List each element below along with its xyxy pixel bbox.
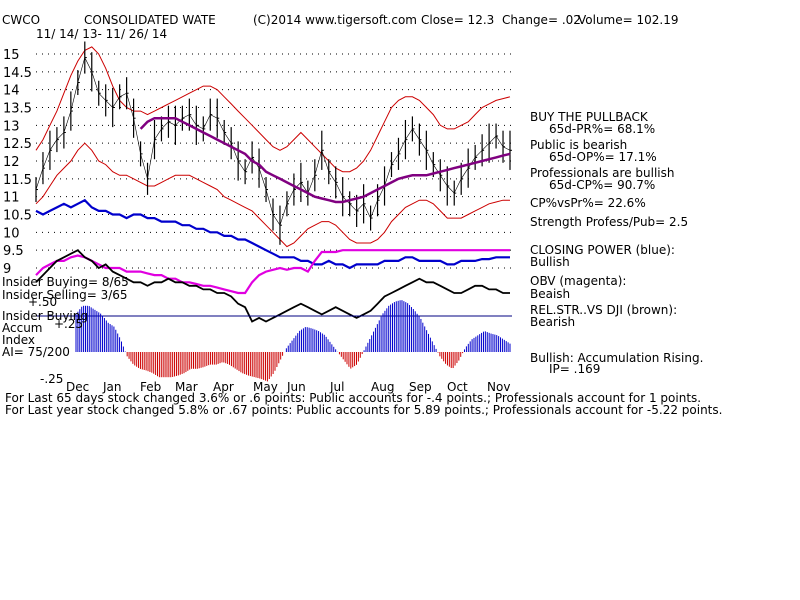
index-label: Index bbox=[2, 333, 35, 347]
month-label: May bbox=[253, 380, 278, 394]
buy-signal-title: BUY THE PULLBACK bbox=[530, 110, 649, 124]
month-label: Jul bbox=[329, 380, 344, 394]
y-tick-label: 14.5 bbox=[3, 66, 32, 81]
change-value: Change= .02 bbox=[502, 13, 581, 27]
month-labels: Dec Jan Feb Mar Apr May Jun Jul Aug Sep Oct Nov bbox=[66, 380, 510, 394]
month-label: Nov bbox=[487, 380, 510, 394]
month-label: Feb bbox=[140, 380, 161, 394]
insider-buying-label: Insider Buying= 8/65 bbox=[2, 275, 129, 289]
bollinger-bands bbox=[35, 46, 511, 248]
relstr-value: Bearish bbox=[530, 315, 575, 329]
y-tick-label: 10 bbox=[3, 226, 20, 241]
price-line bbox=[35, 56, 511, 226]
y-tick-label: 10.5 bbox=[3, 209, 32, 224]
y-tick-label: 12.5 bbox=[3, 137, 32, 152]
footer-line-2: For Last year stock changed 5.8% or .67 … bbox=[5, 403, 722, 417]
month-label: Dec bbox=[66, 380, 89, 394]
month-label: Apr bbox=[213, 380, 234, 394]
accum-tick-050: +.50 bbox=[28, 295, 57, 309]
ip-value: IP= .169 bbox=[549, 362, 600, 376]
accum-tick-025: +.25 bbox=[54, 317, 83, 331]
date-range: 11/ 14/ 13- 11/ 26/ 14 bbox=[36, 27, 167, 41]
accumulation-histogram bbox=[36, 300, 512, 382]
cp-value: 65d-CP%= 90.7% bbox=[549, 178, 655, 192]
footer-line-1: For Last 65 days stock changed 3.6% or .… bbox=[5, 391, 701, 405]
month-label: Jan bbox=[102, 380, 122, 394]
y-axis-labels: 15 14.5 14 13.5 13 12.5 12 11.5 11 10.5 10 9.5 9 bbox=[3, 48, 32, 277]
y-tick-label: 13 bbox=[3, 119, 20, 134]
pros-bullish: Professionals are bullish bbox=[530, 166, 675, 180]
closing-power-value: Bullish bbox=[530, 255, 570, 269]
pr-value: 65d-PR%= 68.1% bbox=[549, 122, 655, 136]
moving-average-line bbox=[139, 116, 511, 204]
y-tick-label: 11.5 bbox=[3, 173, 32, 188]
public-bearish: Public is bearish bbox=[530, 138, 627, 152]
obv-label: OBV (magenta): bbox=[530, 274, 626, 288]
insider-buying-label-2: Insider Buying bbox=[2, 309, 88, 323]
y-tick-label: 11 bbox=[3, 191, 20, 206]
relative-strength-line bbox=[35, 249, 510, 323]
source-credit: (C)2014 www.tigersoft.com bbox=[253, 13, 417, 27]
volume-value: Volume= 102.19 bbox=[578, 13, 679, 27]
insider-selling-label: Insider Selling= 3/65 bbox=[2, 288, 128, 302]
accum-label: Accum bbox=[2, 321, 43, 335]
month-label: Jun bbox=[286, 380, 306, 394]
month-label: Oct bbox=[447, 380, 468, 394]
ticker-symbol: CWCO bbox=[2, 13, 40, 27]
indicator-lines bbox=[35, 41, 512, 323]
y-tick-label: 13.5 bbox=[3, 102, 32, 117]
closing-power-line bbox=[35, 198, 510, 270]
upper-band-line bbox=[35, 46, 511, 173]
strength-value: Strength Profess/Pub= 2.5 bbox=[530, 215, 688, 229]
op-value: 65d-OP%= 17.1% bbox=[549, 150, 657, 164]
month-label: Sep bbox=[409, 380, 432, 394]
y-tick-label: 14 bbox=[3, 84, 20, 99]
lower-band-line bbox=[35, 142, 510, 248]
relstr-label: REL.STR..VS DJI (brown): bbox=[530, 303, 677, 317]
month-label: Mar bbox=[175, 380, 198, 394]
y-tick-label: 9 bbox=[3, 262, 11, 277]
y-tick-label: 9.5 bbox=[3, 244, 24, 259]
accum-tick-neg025: -.25 bbox=[40, 372, 63, 386]
cpvspr-value: CP%vsPr%= 22.6% bbox=[530, 196, 646, 210]
company-name: CONSOLIDATED WATE bbox=[84, 13, 216, 27]
y-tick-label: 12 bbox=[3, 155, 20, 170]
month-label: Aug bbox=[371, 380, 394, 394]
obv-line bbox=[35, 249, 510, 295]
obv-value: Beaish bbox=[530, 287, 570, 301]
accum-signal: Bullish: Accumulation Rising. bbox=[530, 351, 703, 365]
y-tick-label: 15 bbox=[3, 48, 20, 63]
close-value: Close= 12.3 bbox=[421, 13, 494, 27]
ai-label: AI= 75/200 bbox=[2, 345, 70, 359]
closing-power-label: CLOSING POWER (blue): bbox=[530, 243, 675, 257]
